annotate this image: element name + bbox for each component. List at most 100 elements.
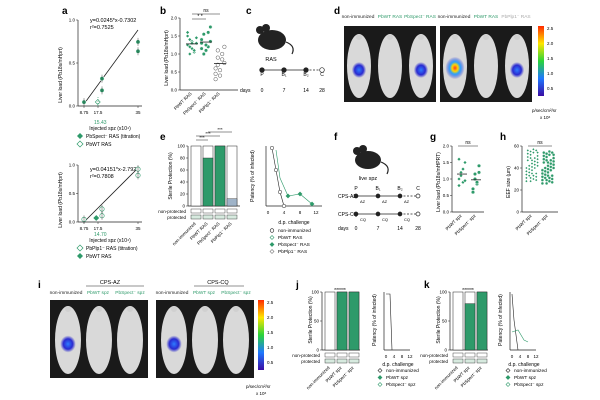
panel-h-point [530, 158, 534, 163]
panel-h-point [550, 180, 554, 184]
panel-g-point [472, 176, 478, 182]
panel-j-y-tick-label: 100 [311, 290, 319, 295]
panel-g-point [476, 170, 482, 175]
panel-h-point [545, 178, 549, 182]
panel-d-group2-label: PbPlp1⁻ RAS [501, 14, 530, 20]
panel-e-curve-point [281, 203, 287, 209]
panel-e-legend-label: PbSpect⁻ RAS [278, 242, 310, 248]
panel-i-colorbar-tick: 2.5 [267, 300, 274, 305]
panel-d-mouse-head [514, 34, 520, 40]
diamond-icon [76, 244, 84, 252]
panel-j-curve-x-tick: 8 [401, 354, 404, 359]
panel-b-y-tick-label: 1.5 [171, 34, 178, 39]
panel-h-point [545, 152, 549, 156]
panel-h-point [542, 154, 546, 158]
panel-a-top: y=0.0245*x-0.7302 r²=0.7525 Liver load (… [58, 18, 142, 148]
panel-k-curve-x-tick: 8 [527, 354, 530, 359]
panel-b-y-tick-label: 1.0 [171, 52, 178, 57]
panel-g-y-tick-label: 0.5 [443, 193, 450, 198]
diamond-icon [269, 242, 275, 247]
panel-h-point [546, 167, 550, 171]
panel-b-point [222, 44, 227, 49]
panel-k-y-tick-label: 100 [439, 290, 447, 295]
panel-i-letter: i [38, 280, 41, 291]
panel-k-row-cell [476, 358, 488, 364]
panel-e-ylabel: Sterile Protection (%) [168, 152, 174, 200]
panel-h-point [524, 172, 529, 177]
panel-i-mouse-head [171, 306, 177, 312]
panel-k-ylabel: Sterile Protection (%) [436, 296, 442, 344]
panel-b-y-tick-label: 2.0 [171, 16, 178, 21]
panel-i-group1-label: PbWT spz [87, 290, 110, 296]
panel-h-y-tick-label: 0 [516, 210, 519, 215]
panel-j-legend-label: non-immunized [386, 368, 419, 374]
panel-b-point [217, 68, 223, 73]
panel-f-step-label: B₂ [397, 186, 402, 192]
panel-f-day-label: 14 [397, 226, 403, 232]
panel-f-drug-label: AZ [360, 199, 366, 204]
panel-e-curve-point [285, 193, 291, 199]
panel-b-point [208, 24, 213, 30]
panel-c-step-dot [319, 67, 325, 73]
panel-k-row-cell [452, 352, 464, 358]
panel-j-row-label: non-protected [292, 353, 320, 358]
panel-h-point [528, 149, 533, 154]
panel-h-point [527, 170, 532, 175]
circle-icon [269, 228, 275, 233]
panel-a-bottom-x-tick-label: 35 [135, 226, 141, 231]
panel-c-step-label: P [260, 72, 264, 78]
mouse-icon [256, 24, 294, 55]
panel-k-legend-label: non-immunized [514, 368, 547, 374]
panel-i-mouse-signal [60, 335, 76, 353]
panel-h-point [552, 166, 556, 170]
panel-e-y-tick-label: 40 [180, 180, 186, 185]
diamond-icon [269, 235, 275, 240]
panel-i-colorbar-tick: 1.5 [267, 330, 274, 335]
panel-e-bar [202, 157, 214, 207]
panel-h-point [552, 159, 556, 163]
panel-h-letter: h [500, 132, 506, 143]
panel-d-letter: d [334, 6, 340, 17]
panel-g-point [462, 160, 468, 165]
panel-h-point [552, 163, 556, 167]
panel-a-bottom-x-tick-label: 17.5 [94, 226, 103, 231]
panel-j-curve-ylabel: Patency (% of infected) [372, 294, 378, 346]
panel-k-curve-x-tick: 4 [519, 354, 522, 359]
panel-e-curve-x-tick: 8 [299, 210, 302, 215]
panel-h-point [528, 156, 533, 161]
panel-k: Sterile Protection (%) 0 50 100 ****** non… [420, 288, 547, 390]
panel-j-curve-x-tick: 12 [407, 354, 413, 359]
panel-e-y-tick-label: 0 [182, 204, 185, 209]
panel-h-point [546, 160, 550, 165]
panel-k-curve-xlabel: d.p. challenge [508, 362, 539, 368]
panel-h-point [532, 156, 537, 161]
panel-b-point [213, 77, 218, 82]
panel-i-group1-label: PbSpect⁻ spz [115, 290, 145, 296]
diamond-icon [377, 368, 383, 373]
panel-b-ylabel: Liver load (Pb18s/mHprt) [164, 30, 170, 86]
colorbar [258, 300, 264, 370]
panel-h-point [552, 156, 556, 160]
panel-f-step-dot [375, 211, 381, 217]
panel-i-mouse [192, 306, 218, 374]
panel-g-point [472, 172, 478, 177]
panel-h-point [550, 177, 554, 181]
panel-k-row-cell [476, 352, 488, 358]
panel-b-point [201, 51, 206, 57]
panel-k-row-label: protected [429, 359, 448, 364]
diamond-icon [77, 253, 83, 259]
panel-h-point [534, 148, 539, 153]
panel-e-letter: e [160, 132, 166, 143]
panel-g-point [460, 166, 466, 172]
panel-i-mouse [86, 306, 112, 374]
panel-h-point [535, 153, 540, 158]
panel-e-stars: *** [199, 135, 205, 140]
panel-f-cps-az: CPS-AZ [338, 194, 356, 200]
panel-f-drug-label: CQ [404, 217, 410, 222]
panel-b-stars: * * [197, 14, 202, 20]
panel-h-ylabel: EEF size (µm) [506, 166, 512, 198]
panel-e-row-cell [226, 214, 238, 220]
panel-d-group1-label: non-immunized [342, 14, 375, 20]
panel-e-curve-point [297, 191, 303, 197]
panel-f-drug-label: AZ [404, 199, 410, 204]
